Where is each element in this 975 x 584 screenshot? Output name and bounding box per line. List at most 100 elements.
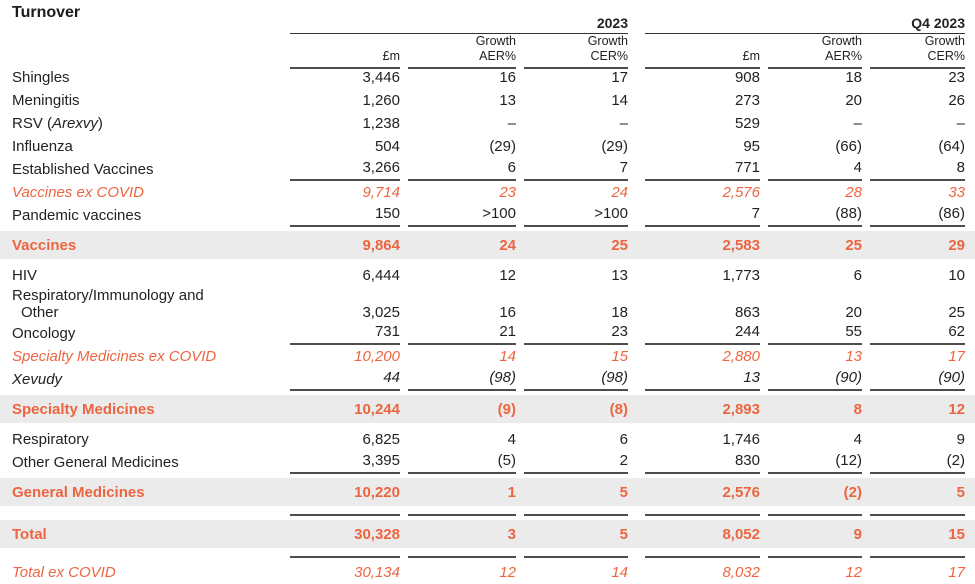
table-row-influenza: Influenza 504 (29) (29) 95 (66) (64) bbox=[0, 135, 975, 158]
cell: 6 bbox=[408, 159, 516, 181]
cell: 29 bbox=[948, 236, 965, 254]
cell bbox=[290, 553, 400, 558]
table-row-respiratory-immunology-other: Respiratory/Immunology and Other 3,025 16 18… bbox=[0, 287, 975, 322]
column-header-growth-cer-2023: Growth CER% bbox=[524, 34, 628, 69]
cell bbox=[768, 511, 862, 516]
cell: 13 bbox=[845, 348, 862, 365]
cell: 3,266 bbox=[290, 159, 400, 181]
cell: 24 bbox=[611, 184, 628, 201]
cell: 13 bbox=[611, 267, 628, 284]
cell: (98) bbox=[524, 369, 628, 391]
cell bbox=[408, 553, 516, 558]
cell: 150 bbox=[290, 205, 400, 227]
row-label: Influenza bbox=[12, 138, 73, 155]
table-row-pandemic-vaccines: Pandemic vaccines 150 >100 >100 7 (88) (86) bbox=[0, 204, 975, 227]
table-row-rule-after-general-medicines bbox=[0, 511, 975, 516]
cell: 731 bbox=[290, 323, 400, 345]
cell bbox=[524, 511, 628, 516]
cell: 244 bbox=[645, 323, 760, 345]
cell: 25 bbox=[611, 236, 628, 254]
cell: 6,825 bbox=[362, 431, 400, 448]
cell: 18 bbox=[611, 304, 628, 321]
cell: 15 bbox=[948, 525, 965, 543]
cell: 8 bbox=[853, 400, 862, 418]
cell: (98) bbox=[408, 369, 516, 391]
cell: >100 bbox=[408, 205, 516, 227]
row-label: Total ex COVID bbox=[12, 564, 116, 581]
cell: 9 bbox=[956, 431, 965, 448]
column-gap bbox=[862, 511, 870, 516]
cell: 13 bbox=[499, 92, 516, 109]
cell: (8) bbox=[609, 400, 628, 418]
cell: 1 bbox=[507, 483, 516, 501]
cell: 30,328 bbox=[354, 525, 400, 543]
cell: 25 bbox=[948, 304, 965, 321]
cell: 5 bbox=[619, 483, 628, 501]
row-label: HIV bbox=[12, 267, 38, 284]
cell: (86) bbox=[870, 205, 965, 227]
cell: (90) bbox=[870, 369, 965, 391]
cell: (64) bbox=[938, 138, 965, 155]
cell: 20 bbox=[845, 92, 862, 109]
cell: 15 bbox=[611, 348, 628, 365]
cell bbox=[290, 511, 400, 516]
cell: 1,773 bbox=[722, 267, 760, 284]
table-body: Shingles 3,446 16 17 908 18 23 Meningitis 1,260 1… bbox=[0, 66, 975, 584]
cell: 14 bbox=[499, 348, 516, 365]
cell: 16 bbox=[499, 69, 516, 86]
cell bbox=[870, 511, 965, 516]
cell: – bbox=[853, 115, 862, 132]
row-label-part: RSV ( bbox=[12, 115, 53, 132]
cell: 14 bbox=[611, 564, 628, 581]
cell: 529 bbox=[734, 115, 760, 132]
cell: 18 bbox=[845, 69, 862, 86]
column-gap bbox=[628, 511, 645, 516]
row-label: Respiratory/Immunology and Other bbox=[0, 287, 290, 324]
page-title: Turnover bbox=[12, 4, 81, 21]
cell bbox=[870, 553, 965, 558]
cell: 17 bbox=[948, 348, 965, 365]
column-header-growth-aer-q4: Growth AER% bbox=[768, 34, 862, 69]
cell: – bbox=[619, 115, 628, 132]
cell: 2,880 bbox=[722, 348, 760, 365]
column-header-gbp-m-2023: £m bbox=[290, 49, 400, 69]
column-header-growth-aer-2023: Growth AER% bbox=[408, 34, 516, 69]
cell bbox=[524, 553, 628, 558]
row-label-line: Other bbox=[21, 304, 59, 321]
cell: 30,134 bbox=[354, 564, 400, 581]
cell: 8 bbox=[870, 159, 965, 181]
cell: 28 bbox=[845, 184, 862, 201]
column-header-growth-cer-q4: Growth CER% bbox=[870, 34, 965, 69]
row-label: Meningitis bbox=[12, 92, 80, 109]
table-row-oncology: Oncology 731 21 23 244 55 62 bbox=[0, 322, 975, 345]
cell: 5 bbox=[956, 483, 965, 501]
row-label: Vaccines ex COVID bbox=[12, 184, 144, 201]
table-row-shingles: Shingles 3,446 16 17 908 18 23 bbox=[0, 66, 975, 89]
table-title-row: Turnover 2023 Q4 2023 bbox=[0, 4, 975, 34]
cell: 17 bbox=[948, 564, 965, 581]
cell: (12) bbox=[768, 452, 862, 474]
cell: 830 bbox=[645, 452, 760, 474]
row-label-line: Respiratory/Immunology and bbox=[12, 287, 204, 304]
cell: 1,238 bbox=[362, 115, 400, 132]
cell: 13 bbox=[645, 369, 760, 391]
table-row-xevudy: Xevudy 44 (98) (98) 13 (90) (90) bbox=[0, 368, 975, 391]
row-label: Specialty Medicines ex COVID bbox=[12, 348, 217, 365]
cell: – bbox=[507, 115, 516, 132]
cell bbox=[408, 511, 516, 516]
cell: 10 bbox=[948, 267, 965, 284]
cell: 4 bbox=[507, 431, 516, 448]
row-label bbox=[0, 553, 290, 558]
cell: 2,576 bbox=[722, 483, 760, 501]
cell: (2) bbox=[870, 452, 965, 474]
cell: 2,583 bbox=[722, 236, 760, 254]
cell bbox=[645, 553, 760, 558]
row-label: RSV (Arexvy) bbox=[0, 115, 290, 135]
cell: 4 bbox=[768, 159, 862, 181]
cell: 6,444 bbox=[362, 267, 400, 284]
cell: 6 bbox=[853, 267, 862, 284]
cell: 23 bbox=[948, 69, 965, 86]
cell: (29) bbox=[601, 138, 628, 155]
column-gap bbox=[862, 553, 870, 558]
cell: 3,395 bbox=[290, 452, 400, 474]
